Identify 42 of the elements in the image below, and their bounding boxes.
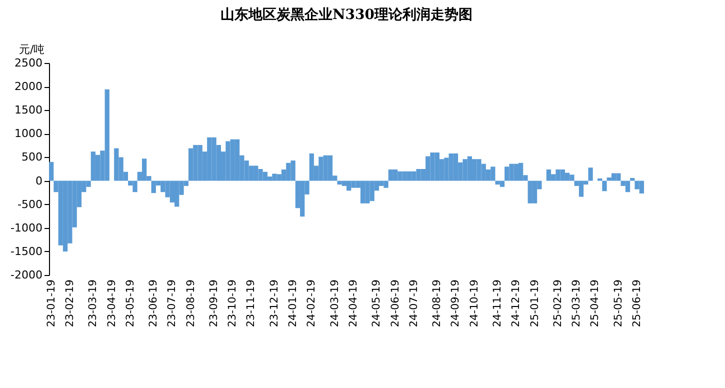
x-tick-label: 23-03-19 — [87, 280, 100, 328]
y-tick-label: 2500 — [14, 56, 42, 70]
y-tick-label: -500 — [18, 198, 42, 211]
x-tick-label: 24-01-19 — [287, 280, 300, 328]
y-tick-label: -2000 — [10, 268, 42, 282]
x-tick-label: 23-05-19 — [124, 280, 136, 328]
x-tick-label: 24-08-19 — [431, 280, 444, 328]
y-tick-label: 2000 — [14, 80, 42, 94]
y-tick-label: -1500 — [10, 244, 42, 258]
y-tick-label: 1000 — [14, 127, 42, 140]
x-tick-label: 24-09-19 — [450, 280, 462, 328]
x-tick-label: 23-09-19 — [208, 280, 220, 328]
y-tick-label: 500 — [22, 150, 42, 164]
x-tick-label: 23-02-19 — [64, 280, 76, 328]
chart-title: 山东地区炭黑企业N330理论利润走势图 — [220, 6, 473, 23]
x-tick-label: 23-07-19 — [166, 280, 178, 328]
x-tick-label: 25-01-19 — [528, 280, 541, 328]
x-tick-label: 24-12-19 — [510, 280, 522, 328]
x-tick-label: 25-05-19 — [612, 280, 624, 328]
x-tick-label: 24-11-19 — [492, 280, 504, 328]
y-tick-label: 1500 — [14, 104, 42, 117]
x-tick-label: 23-06-19 — [148, 280, 160, 328]
x-tick-label: 24-04-19 — [347, 280, 360, 328]
x-tick-label: 25-03-19 — [570, 280, 583, 328]
x-tick-label: 24-07-19 — [408, 280, 420, 328]
y-axis-title: 元/吨 — [19, 43, 45, 56]
x-tick-label: 24-06-19 — [389, 280, 402, 328]
x-tick-label: 23-11-19 — [245, 280, 258, 328]
x-tick-label: 23-08-19 — [184, 280, 197, 328]
x-tick-label: 25-02-19 — [552, 280, 564, 328]
y-tick-label: -1000 — [10, 221, 42, 234]
x-tick-label: 23-04-19 — [106, 280, 118, 328]
x-tick-label: 23-01-19 — [45, 280, 58, 328]
x-tick-label: 24-05-19 — [370, 280, 383, 328]
x-tick-label: 24-02-19 — [306, 280, 318, 328]
x-tick-label: 25-06-19 — [631, 280, 644, 328]
y-tick-label: 0 — [36, 174, 42, 188]
x-tick-label: 23-12-19 — [268, 280, 280, 328]
x-tick-label: 25-04-19 — [589, 280, 602, 328]
x-tick-label: 24-03-19 — [328, 280, 341, 328]
x-tick-label: 23-10-19 — [226, 280, 239, 328]
x-tick-label: 24-10-19 — [468, 280, 480, 328]
